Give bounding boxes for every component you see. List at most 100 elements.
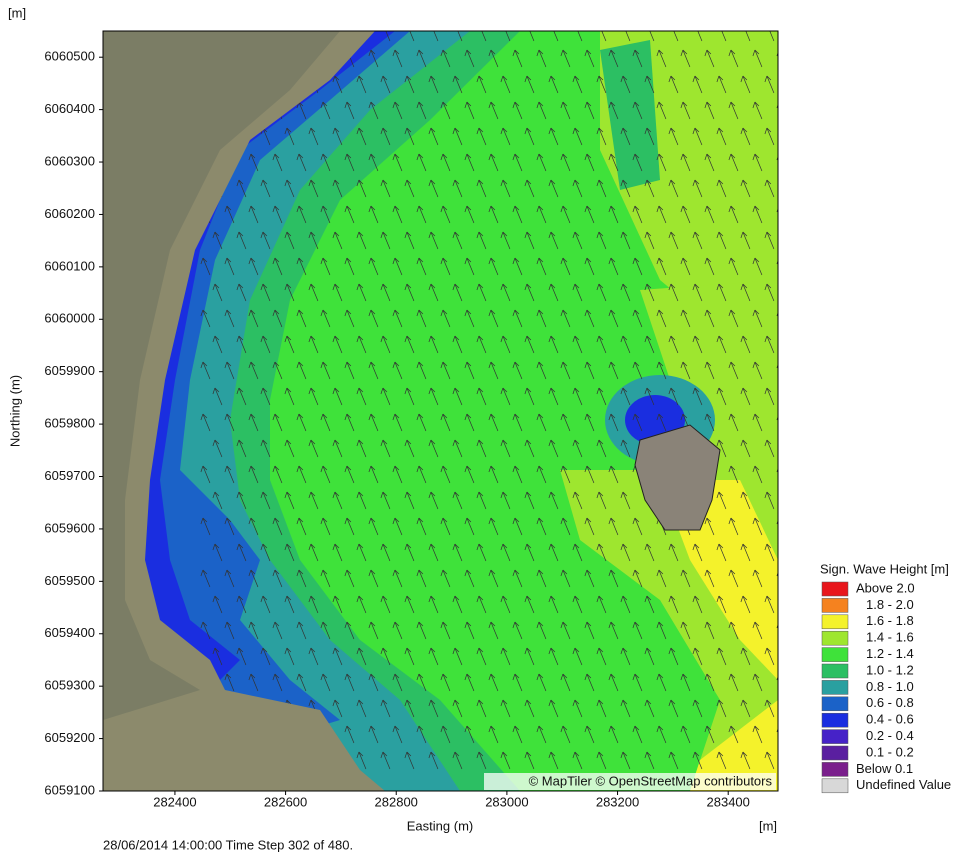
vector-arrow xyxy=(680,153,691,172)
vector-arrow xyxy=(584,465,595,484)
vector-arrow xyxy=(608,413,619,432)
vector-arrow xyxy=(680,569,691,588)
vector-arrow xyxy=(620,491,631,510)
vector-arrow xyxy=(716,75,727,94)
vector-arrow xyxy=(476,231,487,250)
vector-arrow xyxy=(344,673,355,692)
vector-arrow xyxy=(296,413,307,432)
vector-arrow xyxy=(344,725,355,744)
vector-arrow xyxy=(764,335,775,354)
vector-arrow xyxy=(296,673,307,692)
legend-label: 0.4 - 0.6 xyxy=(866,712,914,727)
vector-arrow xyxy=(716,491,727,510)
vector-arrow xyxy=(764,595,775,614)
vector-arrow xyxy=(344,569,355,588)
vector-arrow xyxy=(452,439,463,458)
vector-arrow xyxy=(404,647,415,666)
vector-arrow xyxy=(428,595,439,614)
vector-arrow xyxy=(560,621,571,640)
vector-arrow xyxy=(764,387,775,406)
vector-arrow xyxy=(536,49,547,68)
vector-arrow xyxy=(716,231,727,250)
vector-arrow xyxy=(500,127,511,146)
vector-arrow xyxy=(704,621,715,640)
vector-arrow xyxy=(764,231,775,250)
y-tick-label: 6059500 xyxy=(44,573,95,588)
legend-label: 0.2 - 0.4 xyxy=(866,728,914,743)
vector-arrow xyxy=(356,179,367,198)
vector-arrow xyxy=(272,361,283,380)
vector-arrow xyxy=(452,491,463,510)
vector-arrow xyxy=(704,569,715,588)
vector-arrow xyxy=(740,543,751,562)
vector-arrow xyxy=(596,179,607,198)
vector-arrow xyxy=(284,595,295,614)
vector-arrow xyxy=(572,491,583,510)
vector-arrow xyxy=(236,439,247,458)
vector-arrow xyxy=(536,153,547,172)
vector-arrow xyxy=(716,751,727,770)
vector-arrow xyxy=(548,543,559,562)
legend-label: 0.1 - 0.2 xyxy=(866,744,914,759)
vector-arrow xyxy=(512,569,523,588)
legend: Above 2.0 1.8 - 2.01.6 - 1.8 1.4 - 1.61.2 … xyxy=(821,580,951,794)
vector-arrow xyxy=(632,673,643,692)
vector-arrow xyxy=(308,231,319,250)
vector-arrow xyxy=(789,76,798,93)
vector-arrow xyxy=(236,595,247,614)
vector-arrow xyxy=(620,439,631,458)
vector-arrow xyxy=(224,465,235,484)
vector-arrow xyxy=(740,595,751,614)
vector-arrow xyxy=(745,31,751,42)
vector-arrow xyxy=(789,648,798,665)
vector-arrow xyxy=(608,49,619,68)
vector-arrow xyxy=(536,413,547,432)
vector-arrow xyxy=(512,205,523,224)
vector-arrow xyxy=(572,387,583,406)
vector-arrow xyxy=(296,309,307,328)
vector-arrow xyxy=(716,647,727,666)
vector-arrow xyxy=(464,205,475,224)
vector-arrow xyxy=(392,205,403,224)
y-tick-label: 6059100 xyxy=(44,782,95,797)
vector-arrow xyxy=(553,31,559,42)
vector-arrow xyxy=(632,361,643,380)
vector-arrow xyxy=(488,101,499,120)
vector-arrow xyxy=(320,257,331,276)
vector-arrow xyxy=(488,49,499,68)
vector-arrow xyxy=(608,569,619,588)
vector-arrow xyxy=(752,309,763,328)
vector-arrow xyxy=(632,725,643,744)
vector-arrow xyxy=(212,647,223,666)
legend-label: 0.6 - 0.8 xyxy=(866,695,914,710)
vector-arrow xyxy=(656,361,667,380)
vector-arrow xyxy=(752,49,763,68)
vector-arrow xyxy=(656,49,667,68)
vector-arrow xyxy=(416,257,427,276)
vector-arrow xyxy=(452,335,463,354)
y-tick-label: 6060100 xyxy=(44,258,95,273)
vector-arrow xyxy=(789,24,798,41)
vector-arrow xyxy=(200,621,211,640)
vector-arrow xyxy=(584,153,595,172)
vector-arrow xyxy=(789,128,798,145)
vector-arrow xyxy=(248,205,259,224)
vector-arrow xyxy=(500,647,511,666)
vector-arrow xyxy=(752,621,763,640)
vector-arrow xyxy=(692,543,703,562)
vector-arrow xyxy=(440,413,451,432)
vector-arrow xyxy=(380,127,391,146)
vector-arrow xyxy=(620,127,631,146)
vector-arrow xyxy=(284,283,295,302)
vector-arrow xyxy=(296,621,307,640)
vector-arrow xyxy=(500,491,511,510)
vector-arrow xyxy=(404,699,415,718)
vector-arrow xyxy=(764,179,775,198)
vector-arrow xyxy=(740,75,751,94)
vector-arrow xyxy=(740,127,751,146)
vector-arrow xyxy=(356,75,367,94)
vector-arrow xyxy=(248,517,259,536)
vector-arrow xyxy=(728,257,739,276)
vector-arrow xyxy=(548,283,559,302)
vector-arrow xyxy=(380,387,391,406)
